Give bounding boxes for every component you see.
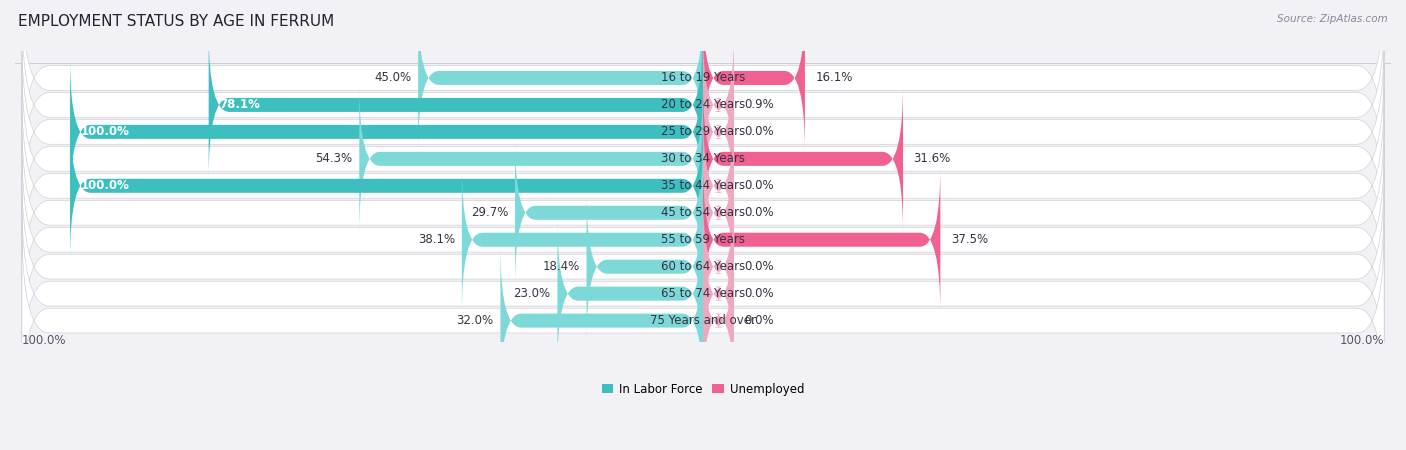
FancyBboxPatch shape	[557, 220, 703, 368]
Text: 16 to 19 Years: 16 to 19 Years	[661, 72, 745, 85]
FancyBboxPatch shape	[703, 85, 903, 233]
Text: 32.0%: 32.0%	[457, 314, 494, 327]
Text: 100.0%: 100.0%	[1340, 333, 1384, 346]
Text: 65 to 74 Years: 65 to 74 Years	[661, 287, 745, 300]
FancyBboxPatch shape	[22, 171, 1384, 362]
Text: 55 to 59 Years: 55 to 59 Years	[661, 233, 745, 246]
FancyBboxPatch shape	[461, 166, 703, 314]
FancyBboxPatch shape	[703, 139, 734, 287]
Text: 45 to 54 Years: 45 to 54 Years	[661, 206, 745, 219]
FancyBboxPatch shape	[70, 112, 703, 260]
Text: 100.0%: 100.0%	[80, 179, 129, 192]
Text: 0.0%: 0.0%	[744, 314, 773, 327]
FancyBboxPatch shape	[22, 90, 1384, 281]
FancyBboxPatch shape	[22, 63, 1384, 254]
Text: 38.1%: 38.1%	[418, 233, 456, 246]
FancyBboxPatch shape	[515, 139, 703, 287]
FancyBboxPatch shape	[22, 36, 1384, 227]
FancyBboxPatch shape	[703, 166, 941, 314]
Text: 25 to 29 Years: 25 to 29 Years	[661, 126, 745, 139]
Text: EMPLOYMENT STATUS BY AGE IN FERRUM: EMPLOYMENT STATUS BY AGE IN FERRUM	[18, 14, 335, 28]
Text: 100.0%: 100.0%	[80, 126, 129, 139]
Text: 45.0%: 45.0%	[374, 72, 412, 85]
FancyBboxPatch shape	[22, 225, 1384, 416]
Text: 16.1%: 16.1%	[815, 72, 852, 85]
Text: 0.0%: 0.0%	[744, 206, 773, 219]
Text: 29.7%: 29.7%	[471, 206, 508, 219]
Text: 18.4%: 18.4%	[543, 260, 579, 273]
Text: 0.0%: 0.0%	[744, 179, 773, 192]
FancyBboxPatch shape	[22, 117, 1384, 308]
FancyBboxPatch shape	[703, 4, 804, 152]
Text: 100.0%: 100.0%	[22, 333, 66, 346]
Text: Source: ZipAtlas.com: Source: ZipAtlas.com	[1277, 14, 1388, 23]
FancyBboxPatch shape	[703, 220, 734, 368]
Legend: In Labor Force, Unemployed: In Labor Force, Unemployed	[598, 378, 808, 400]
FancyBboxPatch shape	[703, 193, 734, 341]
Text: 0.0%: 0.0%	[744, 260, 773, 273]
FancyBboxPatch shape	[208, 31, 703, 179]
FancyBboxPatch shape	[360, 85, 703, 233]
FancyBboxPatch shape	[703, 31, 734, 179]
FancyBboxPatch shape	[22, 0, 1384, 173]
Text: 37.5%: 37.5%	[950, 233, 988, 246]
FancyBboxPatch shape	[703, 247, 734, 395]
FancyBboxPatch shape	[22, 144, 1384, 335]
FancyBboxPatch shape	[22, 9, 1384, 200]
Text: 35 to 44 Years: 35 to 44 Years	[661, 179, 745, 192]
Text: 0.0%: 0.0%	[744, 287, 773, 300]
Text: 78.1%: 78.1%	[219, 99, 260, 112]
Text: 23.0%: 23.0%	[513, 287, 551, 300]
FancyBboxPatch shape	[70, 58, 703, 206]
Text: 30 to 34 Years: 30 to 34 Years	[661, 153, 745, 165]
FancyBboxPatch shape	[703, 112, 734, 260]
FancyBboxPatch shape	[703, 58, 734, 206]
FancyBboxPatch shape	[501, 247, 703, 395]
FancyBboxPatch shape	[418, 4, 703, 152]
Text: 0.0%: 0.0%	[744, 126, 773, 139]
Text: 20 to 24 Years: 20 to 24 Years	[661, 99, 745, 112]
Text: 60 to 64 Years: 60 to 64 Years	[661, 260, 745, 273]
Text: 75 Years and over: 75 Years and over	[650, 314, 756, 327]
Text: 0.9%: 0.9%	[744, 99, 775, 112]
Text: 54.3%: 54.3%	[315, 153, 353, 165]
FancyBboxPatch shape	[586, 193, 703, 341]
FancyBboxPatch shape	[22, 198, 1384, 389]
Text: 31.6%: 31.6%	[914, 153, 950, 165]
